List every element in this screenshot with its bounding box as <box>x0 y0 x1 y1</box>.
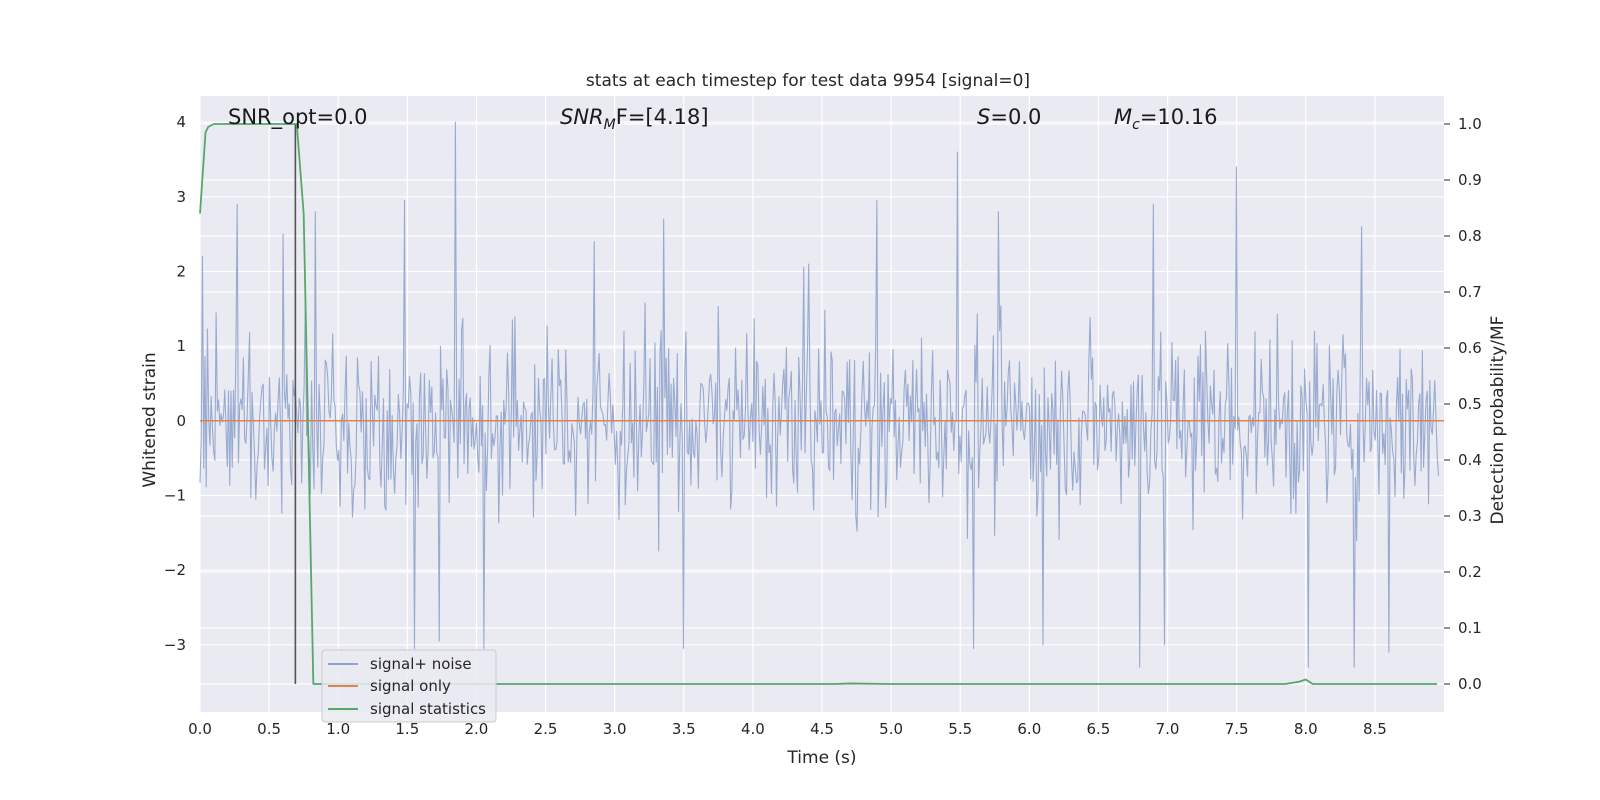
y-tick-label: 1 <box>176 337 186 355</box>
legend-label-signal-statistics: signal statistics <box>370 700 486 718</box>
y-right-axis-ticks: 0.0 0.1 0.2 0.3 0.4 0.5 0.6 0.7 0.8 0.9 1.0 <box>1444 115 1482 693</box>
legend-label-signal-noise: signal+ noise <box>370 655 472 673</box>
y-tick-label: −2 <box>164 561 186 579</box>
annotation-s-symbol: S <box>977 105 990 129</box>
x-tick-label: 4.0 <box>741 720 765 738</box>
y-right-tick-label: 0.9 <box>1458 171 1482 189</box>
x-axis-ticks: 0.0 0.5 1.0 1.5 2.0 2.5 3.0 3.5 4.0 4.5 5.0 5.5 6.0 6… <box>188 720 1387 738</box>
annotation-snr-opt: SNR_opt=0.0 <box>228 105 368 130</box>
x-axis-label: Time (s) <box>786 748 856 768</box>
y-right-tick-label: 0.5 <box>1458 395 1482 413</box>
series-line-signal-noise <box>199 121 1440 668</box>
x-tick-label: 8.0 <box>1294 720 1318 738</box>
x-tick-label: 1.5 <box>395 720 419 738</box>
annotation-snr-mf-subscript: M <box>604 117 616 133</box>
y-right-tick-label: 0.8 <box>1458 227 1482 245</box>
x-tick-label: 0.0 <box>188 720 212 738</box>
y-right-tick-label: 0.6 <box>1458 339 1482 357</box>
y-right-tick-label: 0.2 <box>1458 563 1482 581</box>
x-tick-label: 4.5 <box>810 720 834 738</box>
x-tick-label: 7.0 <box>1156 720 1180 738</box>
x-tick-label: 5.0 <box>879 720 903 738</box>
legend: signal+ noise signal only signal statist… <box>321 649 497 723</box>
x-tick-label: 7.5 <box>1225 720 1249 738</box>
annotation-mc: Mc=10.16 <box>1114 105 1218 133</box>
x-tick-label: 8.5 <box>1363 720 1387 738</box>
x-tick-label: 1.0 <box>326 720 350 738</box>
annotation-s: S=0.0 <box>977 105 1041 129</box>
y-tick-label: 3 <box>176 188 186 206</box>
chart-title: stats at each timestep for test data 995… <box>586 71 1030 91</box>
x-tick-label: 0.5 <box>257 720 281 738</box>
annotation-mc-value: =10.16 <box>1140 105 1218 129</box>
x-tick-label: 6.0 <box>1017 720 1041 738</box>
x-tick-label: 2.5 <box>534 720 558 738</box>
series-signal-noise <box>199 121 1440 668</box>
y-tick-label: −3 <box>164 636 186 654</box>
annotation-snr-mf: SNRMF=[4.18] <box>560 105 709 133</box>
y-right-tick-label: 0.3 <box>1458 507 1482 525</box>
y-tick-label: 4 <box>176 113 186 131</box>
y-tick-label: 0 <box>176 412 186 430</box>
y-right-axis-label: Detection probability/MF <box>1488 316 1508 525</box>
y-right-tick-label: 1.0 <box>1458 115 1482 133</box>
x-tick-label: 5.5 <box>948 720 972 738</box>
y-axis-label: Whitened strain <box>140 352 160 487</box>
x-tick-label: 3.5 <box>672 720 696 738</box>
y-right-tick-label: 0.7 <box>1458 283 1482 301</box>
y-axis-ticks: −3 −2 −1 0 1 2 3 4 <box>164 113 186 654</box>
annotation-snr-mf-symbol: SNR <box>560 105 604 129</box>
y-tick-label: −1 <box>164 486 186 504</box>
annotation-snr-mf-value: F=[4.18] <box>616 105 709 129</box>
y-right-tick-label: 0.0 <box>1458 675 1482 693</box>
y-right-tick-label: 0.1 <box>1458 619 1482 637</box>
x-tick-label: 2.0 <box>465 720 489 738</box>
annotation-mc-subscript: c <box>1132 117 1140 133</box>
x-tick-label: 6.5 <box>1087 720 1111 738</box>
x-tick-label: 3.0 <box>603 720 627 738</box>
annotation-mc-symbol: M <box>1114 105 1132 129</box>
y-tick-label: 2 <box>176 262 186 280</box>
y-right-tick-label: 0.4 <box>1458 451 1482 469</box>
legend-label-signal-only: signal only <box>370 677 451 695</box>
annotation-s-value: =0.0 <box>990 105 1041 129</box>
legend-box <box>321 649 497 723</box>
